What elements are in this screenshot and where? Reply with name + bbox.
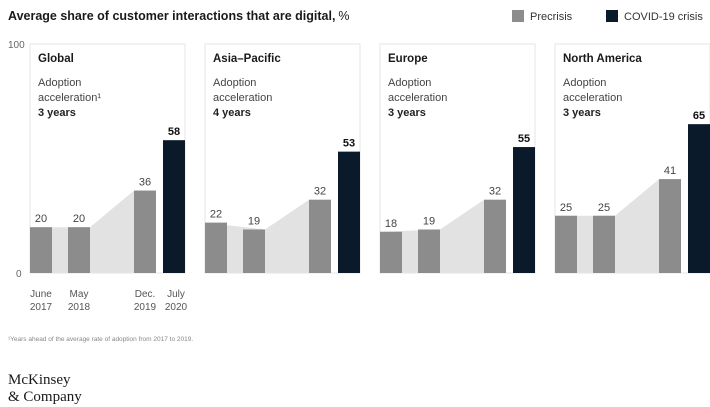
bar-precrisis — [309, 199, 331, 273]
trend-area — [380, 199, 506, 273]
panel-note-line: Adoption — [388, 77, 431, 89]
legend-swatch-crisis — [606, 10, 618, 22]
legend: Precrisis COVID-19 crisis — [512, 10, 703, 23]
panel-note-line: Adoption — [213, 77, 256, 89]
panel-global: 20 20 36 58 Global Adoption acceleration¹ 3 yea… — [29, 43, 186, 274]
svg-text:& Company: & Company — [8, 389, 82, 405]
bar-precrisis — [418, 229, 440, 273]
data-label: 32 — [314, 186, 326, 198]
data-label: 25 — [598, 202, 610, 214]
bar-precrisis — [30, 227, 52, 273]
panel-note-line: acceleration — [213, 92, 272, 104]
footnote: ¹Years ahead of the average rate of adop… — [8, 336, 193, 343]
x-axis-labels: June 2017 May 2018 Dec. 2019 July 2020 — [30, 289, 188, 313]
bar-precrisis — [484, 199, 506, 273]
panel-note-line: 3 years — [388, 107, 426, 119]
chart-title: Average share of customer interactions t… — [8, 9, 350, 23]
panel-note-line: acceleration — [563, 92, 622, 104]
panel-note-line: 3 years — [563, 107, 601, 119]
bar-precrisis — [659, 179, 681, 273]
legend-label-precrisis: Precrisis — [530, 11, 573, 23]
data-label: 19 — [423, 215, 435, 227]
data-label: 25 — [560, 202, 572, 214]
x-tick-label: May 2018 — [68, 289, 91, 313]
bar-precrisis — [380, 231, 402, 273]
trend-area — [205, 199, 331, 273]
panel-note-line: acceleration — [388, 92, 447, 104]
bar-precrisis — [593, 215, 615, 273]
panel-title: Europe — [388, 53, 428, 65]
y-tick-0: 0 — [16, 269, 22, 280]
data-label: 19 — [248, 215, 260, 227]
data-label: 58 — [168, 126, 180, 138]
mckinsey-logo: McKinsey & Company — [8, 372, 82, 405]
panel-title: Asia–Pacific — [213, 53, 281, 65]
x-tick-label: July 2020 — [165, 289, 188, 313]
svg-text:McKinsey: McKinsey — [8, 372, 71, 388]
bar-precrisis — [205, 222, 227, 273]
bar-precrisis — [243, 229, 265, 273]
data-label: 53 — [343, 138, 355, 150]
legend-label-crisis: COVID-19 crisis — [624, 11, 703, 23]
bar-precrisis — [68, 227, 90, 273]
x-tick-label: June 2017 — [30, 289, 53, 313]
panel-note-line: Adoption — [38, 77, 81, 89]
bar-crisis — [688, 124, 710, 274]
bar-precrisis — [134, 190, 156, 273]
data-label: 55 — [518, 133, 530, 145]
legend-swatch-precrisis — [512, 10, 524, 22]
panels: 20 20 36 58 Global Adoption acceleration¹ 3 yea… — [29, 43, 710, 274]
bar-crisis — [338, 151, 360, 273]
bar-crisis — [163, 140, 185, 273]
data-label: 41 — [664, 165, 676, 177]
data-label: 22 — [210, 209, 222, 221]
trend-area — [555, 179, 681, 273]
panel-north-america: 25 25 41 65 North America Adoption acceleratio… — [554, 43, 710, 274]
panel-europe: 18 19 32 55 Europe Adoption acceleration 3 year… — [379, 43, 536, 274]
x-tick-label: Dec. 2019 — [134, 289, 157, 313]
data-label: 32 — [489, 186, 501, 198]
data-label: 18 — [385, 218, 397, 230]
bar-crisis — [513, 147, 535, 273]
bar-precrisis — [555, 215, 577, 273]
data-label: 20 — [73, 213, 85, 225]
y-tick-100: 100 — [8, 40, 25, 51]
data-label: 36 — [139, 177, 151, 189]
panel-note-line: Adoption — [563, 77, 606, 89]
data-label: 65 — [693, 110, 705, 122]
panel-asia-pacific: 22 19 32 53 Asia–Pacific Adoption acceleration… — [204, 43, 361, 274]
panel-title: Global — [38, 53, 74, 65]
panel-title: North America — [563, 53, 642, 65]
panel-note-line: 4 years — [213, 107, 251, 119]
trend-area — [30, 190, 156, 273]
panel-note-line: acceleration¹ — [38, 92, 101, 104]
panel-note-line: 3 years — [38, 107, 76, 119]
data-label: 20 — [35, 213, 47, 225]
